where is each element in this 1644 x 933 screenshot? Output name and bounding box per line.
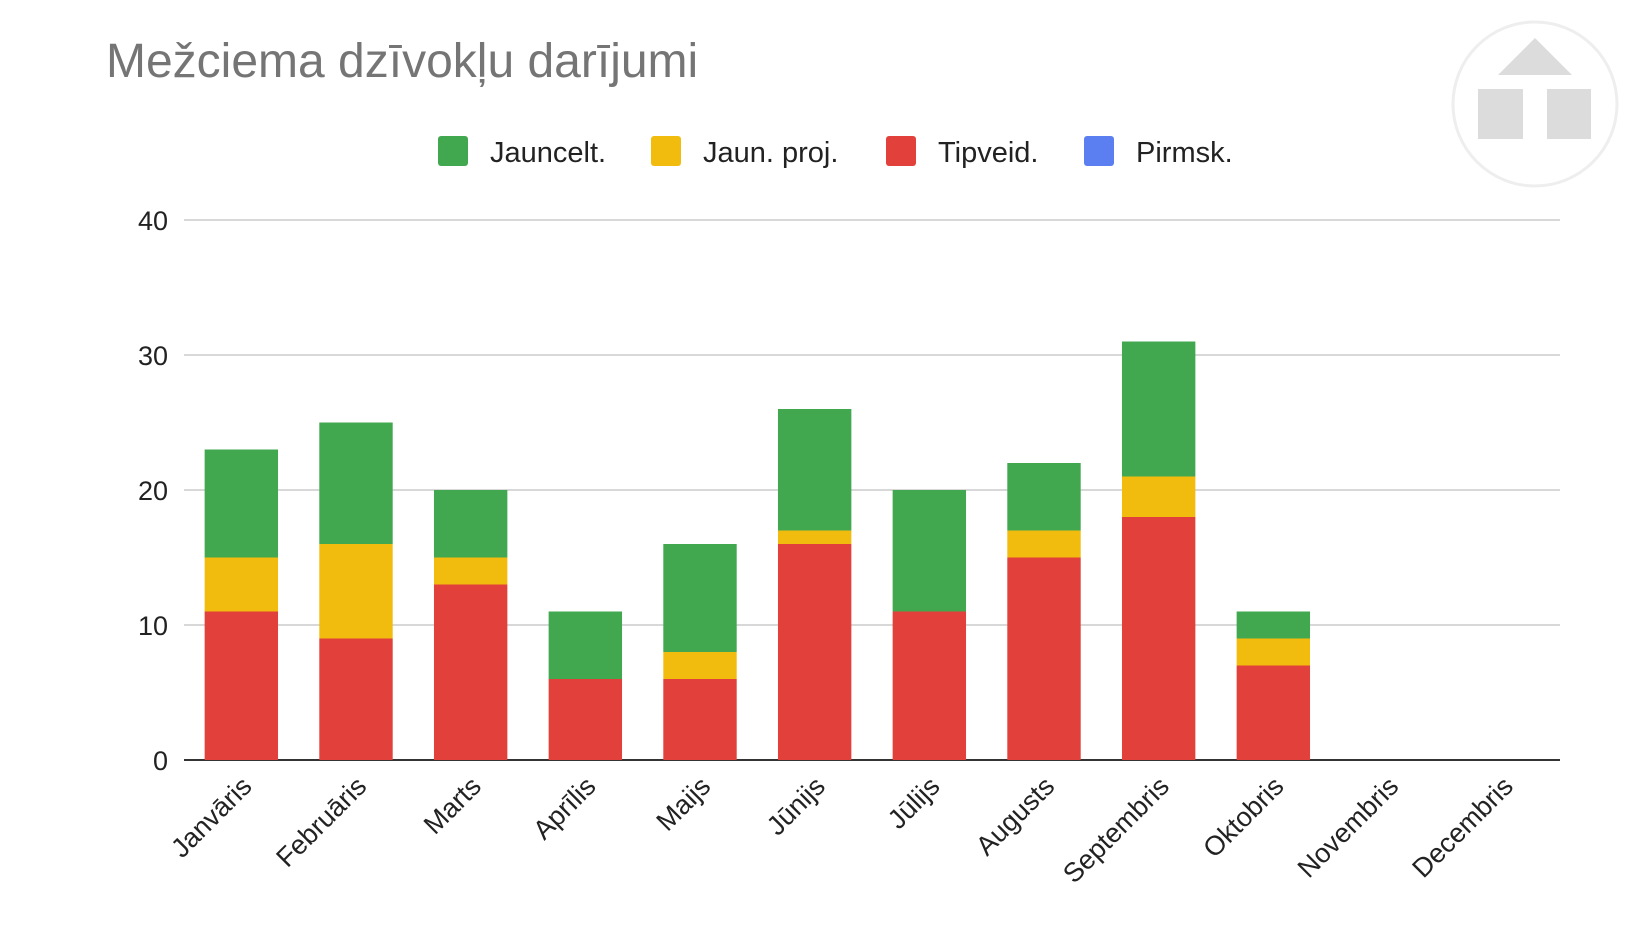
bar-augusts-jaun-proj <box>1007 530 1081 558</box>
x-tick-label: Novembris <box>1292 771 1404 883</box>
triangle-logo-icon <box>1451 20 1619 188</box>
legend-swatch-tipveid <box>886 136 916 166</box>
bar-janvaris-jaun-proj <box>204 557 279 612</box>
x-tick-label: Augusts <box>970 771 1060 861</box>
legend-swatch-jaun-proj <box>651 136 681 166</box>
bar-septembris-jaun-proj <box>1121 476 1196 517</box>
legend-swatch-jauncelt <box>438 136 468 166</box>
bar-oktobris-tipveid <box>1236 665 1311 760</box>
bar-julijs-tipveid <box>892 611 967 760</box>
bar-julijs-jauncelt <box>892 490 967 612</box>
bar-marts-tipveid <box>433 584 508 760</box>
bar-augusts-jauncelt <box>1007 463 1081 531</box>
bar-maijs-jaun-proj <box>663 652 737 679</box>
legend-label-jauncelt: Jauncelt. <box>490 137 606 169</box>
legend: Jauncelt. Jaun. proj. Tipveid. Pirmsk. <box>438 136 1233 169</box>
bar-junijs-jauncelt <box>777 409 852 531</box>
legend-label-jaun-proj: Jaun. proj. <box>703 137 838 169</box>
bar-junijs-tipveid <box>777 544 852 760</box>
y-tick-label: 40 <box>138 206 168 236</box>
chart-title: Mežciema dzīvokļu darījumi <box>106 35 699 88</box>
x-tick-label: Maijs <box>650 771 716 837</box>
bar-oktobris-jaun-proj <box>1236 638 1311 666</box>
y-tick-label: 30 <box>138 341 168 371</box>
gridlines <box>184 219 1560 761</box>
y-tick-label: 20 <box>138 476 168 506</box>
bar-septembris-jauncelt <box>1121 341 1196 477</box>
x-tick-label: Septembris <box>1057 771 1175 889</box>
bar-februaris-jaun-proj <box>319 544 393 639</box>
x-tick-label: Janvāris <box>165 771 257 863</box>
bar-marts-jaun-proj <box>433 557 508 585</box>
bar-junijs-jaun-proj <box>777 530 852 544</box>
y-tick-label: 10 <box>138 611 168 641</box>
bar-marts-jauncelt <box>433 490 508 558</box>
bar-februaris-jauncelt <box>319 422 393 544</box>
x-tick-label: Februāris <box>270 771 372 873</box>
y-tick-label: 0 <box>153 746 168 776</box>
bar-maijs-tipveid <box>663 679 737 760</box>
bar-augusts-tipveid <box>1007 557 1081 760</box>
x-axis-ticks: Janvāris Februāris Marts Aprīlis Maijs Jūnijs… <box>165 771 1519 889</box>
x-tick-label: Jūlijs <box>882 771 946 835</box>
legend-swatch-pirmsk <box>1084 136 1114 166</box>
y-axis-ticks: 0 10 20 30 40 <box>138 206 168 776</box>
x-tick-label: Jūnijs <box>761 771 831 841</box>
legend-label-tipveid: Tipveid. <box>938 137 1038 169</box>
x-tick-label: Oktobris <box>1197 771 1289 863</box>
bar-oktobris-jauncelt <box>1236 611 1311 639</box>
bar-septembris-tipveid <box>1121 517 1196 760</box>
bar-maijs-jauncelt <box>663 544 737 652</box>
x-tick-label: Aprīlis <box>527 771 601 845</box>
bar-janvaris-tipveid <box>204 611 279 760</box>
legend-label-pirmsk: Pirmsk. <box>1136 137 1233 169</box>
bar-aprilis-jauncelt <box>548 611 623 679</box>
bar-aprilis-tipveid <box>548 679 623 760</box>
x-tick-label: Marts <box>418 771 487 840</box>
bars <box>204 341 1311 760</box>
x-tick-label: Decembris <box>1406 771 1518 883</box>
bar-janvaris-jauncelt <box>204 449 279 558</box>
bar-februaris-tipveid <box>319 638 393 760</box>
